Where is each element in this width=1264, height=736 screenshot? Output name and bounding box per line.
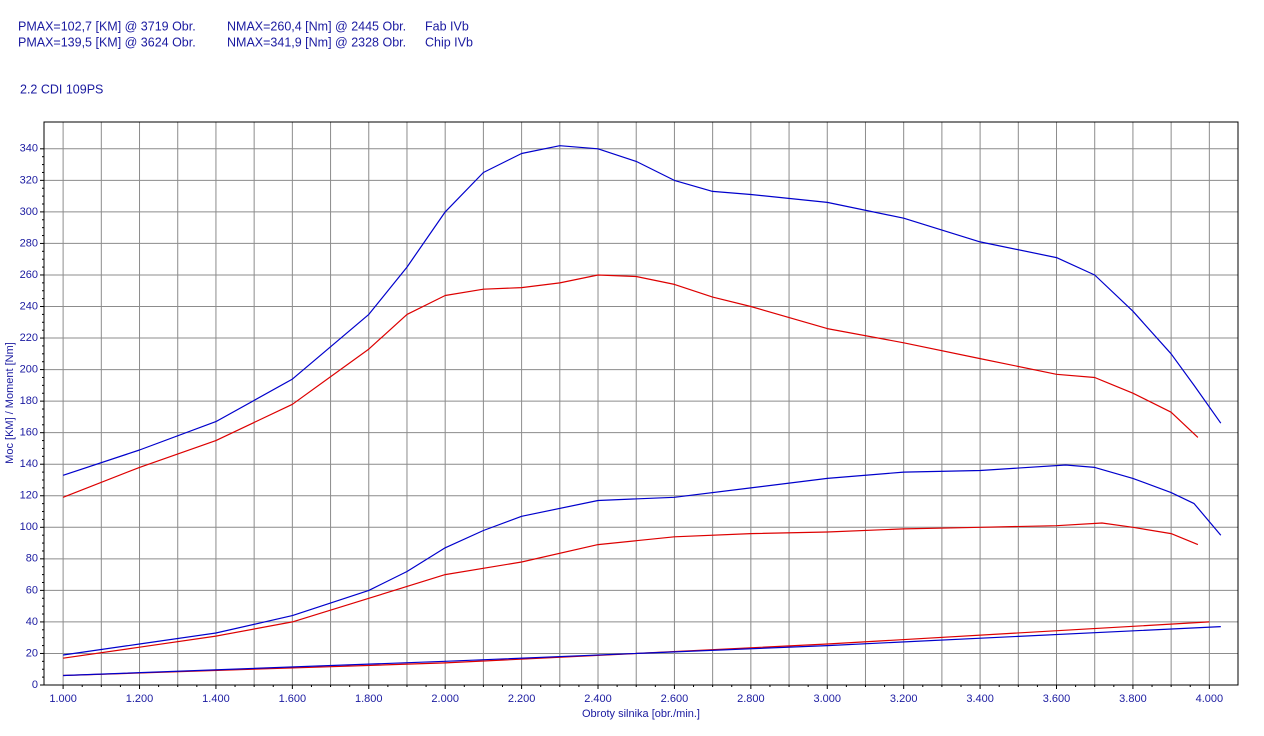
y-tick-label: 40 (26, 616, 38, 628)
x-tick-label: 3.000 (813, 693, 841, 705)
series-line (63, 626, 1221, 677)
x-tick-label: 1.600 (279, 693, 307, 705)
x-tick-label: 2.600 (661, 693, 689, 705)
header-text: PMAX=102,7 [KM] @ 3719 Obr. (18, 19, 196, 33)
header-text: Fab IVb (425, 19, 469, 33)
x-tick-label: 2.000 (431, 693, 459, 705)
y-tick-label: 80 (26, 553, 38, 565)
y-tick-label: 320 (20, 174, 38, 186)
x-tick-label: 1.200 (126, 693, 154, 705)
x-tick-label: 1.000 (49, 693, 77, 705)
y-tick-label: 120 (20, 490, 38, 502)
series-line (62, 145, 1222, 476)
y-tick-label: 300 (20, 206, 38, 218)
series-line (63, 522, 1199, 659)
y-tick-label: 60 (26, 584, 38, 596)
header-text: PMAX=139,5 [KM] @ 3624 Obr. (18, 35, 196, 49)
y-tick-label: 340 (20, 143, 38, 155)
y-tick-label: 280 (20, 237, 38, 249)
x-tick-label: 3.600 (1043, 693, 1071, 705)
y-tick-label: 200 (20, 364, 38, 376)
x-tick-label: 1.400 (202, 693, 230, 705)
chart-title: 2.2 CDI 109PS (20, 82, 103, 96)
y-tick-label: 0 (32, 679, 38, 691)
y-axis-label: Moc [KM] / Moment [Nm] (4, 342, 16, 464)
y-tick-label: 160 (20, 427, 38, 439)
y-tick-label: 240 (20, 300, 38, 312)
x-tick-label: 3.800 (1119, 693, 1147, 705)
x-tick-label: 2.400 (584, 693, 612, 705)
x-tick-label: 3.200 (890, 693, 918, 705)
series-line (62, 274, 1199, 498)
y-tick-label: 140 (20, 458, 38, 470)
y-tick-label: 260 (20, 269, 38, 281)
y-tick-label: 220 (20, 332, 38, 344)
plot-frame (43, 121, 1239, 686)
x-tick-label: 2.800 (737, 693, 765, 705)
x-tick-label: 2.200 (508, 693, 536, 705)
y-tick-label: 20 (26, 647, 38, 659)
header-text: NMAX=341,9 [Nm] @ 2328 Obr. (227, 35, 406, 49)
header-text: NMAX=260,4 [Nm] @ 2445 Obr. (227, 19, 406, 33)
x-tick-label: 3.400 (966, 693, 994, 705)
x-tick-label: 4.000 (1196, 693, 1224, 705)
x-tick-label: 1.800 (355, 693, 383, 705)
y-tick-label: 100 (20, 521, 38, 533)
header-text: Chip IVb (425, 35, 473, 49)
y-tick-label: 180 (20, 395, 38, 407)
x-axis-label: Obroty silnika [obr./min.] (582, 708, 700, 720)
series-line (63, 464, 1222, 656)
